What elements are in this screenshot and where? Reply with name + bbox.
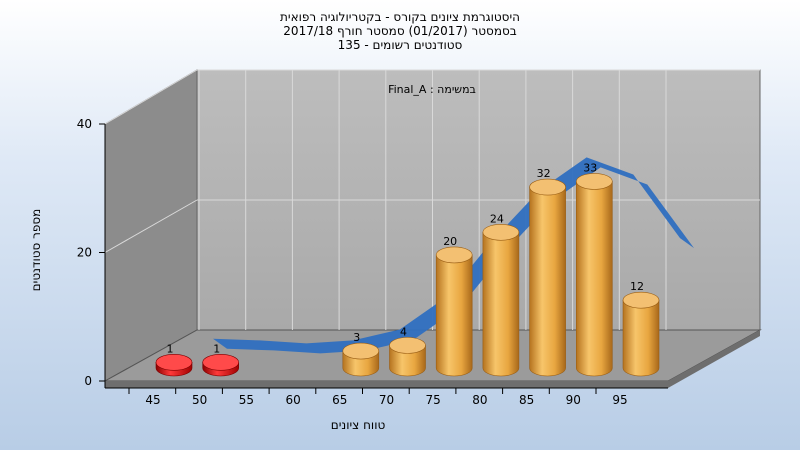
x-tick-label: 60 xyxy=(285,393,300,407)
bar-cap xyxy=(342,342,380,360)
bar-cap xyxy=(435,246,473,264)
x-tick-label: 90 xyxy=(566,393,581,407)
x-tick-label: 45 xyxy=(145,393,160,407)
x-tick-label: 50 xyxy=(192,393,207,407)
bar-70: 4 xyxy=(389,325,426,377)
grid-line-side xyxy=(104,199,198,253)
bar-90: 33 xyxy=(575,161,613,377)
bar-body xyxy=(482,232,520,377)
bar-body xyxy=(389,345,426,377)
bar-value-label: 1 xyxy=(213,342,220,355)
bar-body xyxy=(622,299,660,377)
x-tick-label: 70 xyxy=(379,393,394,407)
floor-edge xyxy=(105,330,760,388)
x-tick-label: 75 xyxy=(426,393,441,407)
x-tick-label: 55 xyxy=(239,393,254,407)
bar-value-label: 3 xyxy=(353,331,360,344)
bar-65: 3 xyxy=(342,331,380,377)
bar-cap xyxy=(389,337,426,354)
left-wall xyxy=(104,69,198,382)
grid-lines xyxy=(104,69,760,330)
bar-75: 20 xyxy=(435,235,473,377)
bar-body xyxy=(529,186,566,377)
x-tick-label: 95 xyxy=(612,393,627,407)
grid-line-side xyxy=(104,69,198,125)
bar-cap xyxy=(622,291,660,309)
x-ticks: 45 50 55 60 65 70 75 80 85 90 95 xyxy=(128,388,628,407)
x-tick-label: 80 xyxy=(472,393,487,407)
bar-value-label: 12 xyxy=(630,280,644,293)
bar-50: 1 xyxy=(202,342,239,377)
bar-cap xyxy=(482,224,520,241)
bar-cap xyxy=(202,354,239,371)
y-axis-label: מספר סטודנטים xyxy=(29,208,43,292)
bar-value-label: 1 xyxy=(167,342,174,355)
bar-value-label: 32 xyxy=(537,167,551,180)
bar-80: 24 xyxy=(482,212,520,377)
bar-cap xyxy=(575,173,613,190)
bar-value-label: 33 xyxy=(583,161,597,174)
chart-title: היסטוגרמת ציונים בקורס - בקטריולוגיה רפו… xyxy=(0,10,800,52)
title-line-3: סטודנטים רשומים - 135 xyxy=(337,38,463,52)
legend-label: במשימה : Final_A xyxy=(388,83,476,96)
floor xyxy=(103,329,762,382)
bar-cap xyxy=(529,178,566,196)
bar-body xyxy=(435,254,473,377)
title-line-1: היסטוגרמת ציונים בקורס - בקטריולוגיה רפו… xyxy=(280,10,520,24)
y-tick-label: 40 xyxy=(77,117,92,131)
bar-45: 1 xyxy=(155,342,193,377)
bar-value-label: 24 xyxy=(490,212,504,225)
bar-value-label: 4 xyxy=(400,325,407,338)
y-tick-label: 0 xyxy=(84,374,92,388)
title-line-2: בסמסטר (01/2017) סמסטר חורף 2017/18 xyxy=(283,24,517,38)
bar-value-label: 20 xyxy=(443,235,457,248)
bar-95: 12 xyxy=(622,280,660,377)
bar-body xyxy=(576,181,613,377)
y-ticks: 0 20 40 xyxy=(77,117,105,388)
bars-group: 1 1 3 4 20 24 32 33 12 xyxy=(155,161,660,377)
bar-85: 32 xyxy=(529,167,566,377)
bar-cap xyxy=(155,354,193,371)
x-tick-label: 85 xyxy=(519,393,534,407)
x-axis-label: טווח ציונים xyxy=(330,418,386,432)
y-tick-label: 20 xyxy=(77,246,92,260)
x-tick-label: 65 xyxy=(332,393,347,407)
